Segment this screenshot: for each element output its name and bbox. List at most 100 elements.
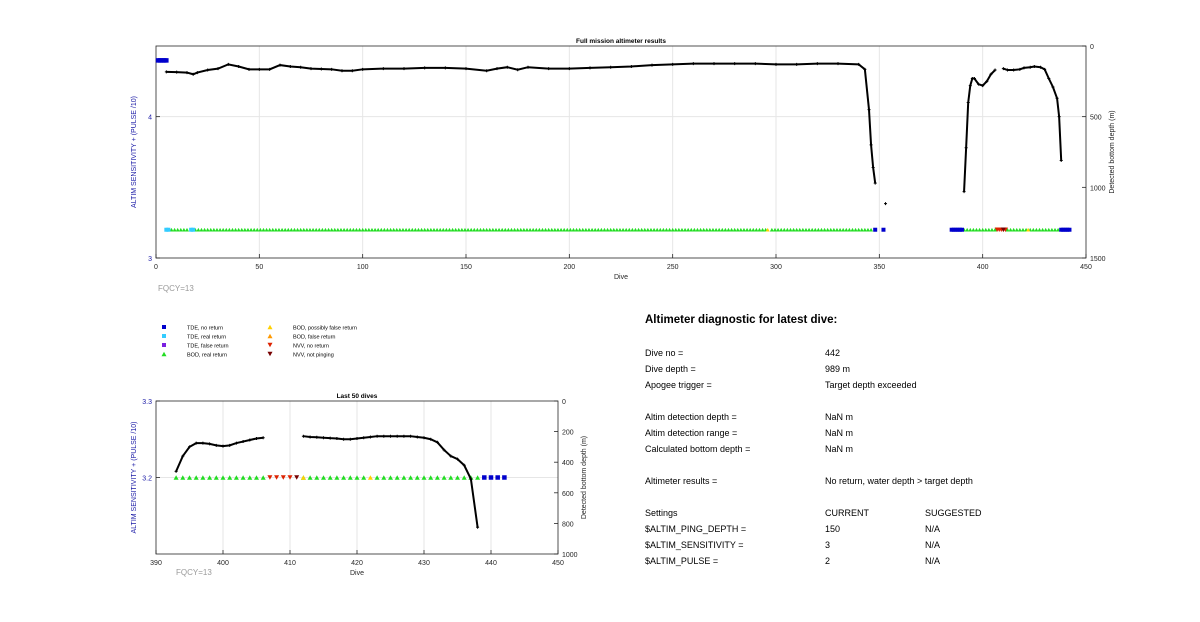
full-bod-real-marker [676,227,681,232]
full-bod-real-marker [605,227,610,232]
last50-depth-line-point [201,441,205,445]
full-depth-line-point [1057,115,1061,119]
last50-y-tick-label: 3.2 [142,476,152,483]
last50-y2-tick-label: 200 [562,430,574,437]
full-bod-real-marker [518,227,523,232]
diagnostic-title: Altimeter diagnostic for latest dive: [645,314,838,326]
full-depth-line-point [1005,68,1009,72]
full-bod-real-marker [986,227,991,232]
full-bod-real-marker [571,227,576,232]
full-bod-real-marker [534,227,539,232]
full-bod-real-marker [723,227,728,232]
full-bod-real-marker [236,227,241,232]
last50-y2-tick-label: 1000 [562,552,578,559]
full-bod-real-marker [258,227,263,232]
full-depth-line-point [733,62,737,66]
diagnostic-label: Calculated bottom depth = [645,444,751,454]
full-bod-real-marker [989,227,994,232]
full-bod-real-marker [549,227,554,232]
last50-bod-real-marker [341,475,347,480]
full-depth-line-point [609,65,613,69]
full-depth-line-point [268,67,272,71]
full-bod-real-marker [831,227,836,232]
full-bod-real-marker [431,227,436,232]
full-depth-line-point [863,67,867,71]
full-bod-real-marker [388,227,393,232]
last50-bod-possibly-false-marker [367,475,373,480]
full-depth-line-point [815,62,819,66]
full-depth-line-point [1047,77,1051,81]
full-bod-real-marker [624,227,629,232]
full-bod-real-marker [661,227,666,232]
full-bod-real-marker [323,227,328,232]
full-bod-real-marker [379,227,384,232]
full-bod-real-marker [515,227,520,232]
diagnostic-value: 442 [825,348,841,358]
last50-depth-line-point [395,434,399,438]
full-tde-no-return-marker [1063,227,1068,232]
full-tde-no-return-marker [1061,227,1066,232]
last50-y2-tick-label: 600 [562,491,574,498]
full-bod-real-marker [559,227,564,232]
full-bod-real-marker [993,227,998,232]
last50-depth-line-point [348,437,352,441]
full-bod-real-marker [788,227,793,232]
last50-tde-no-return-marker [495,475,500,480]
full-depth-line-point [985,79,989,83]
full-fqcy-annotation: FQCY=13 [158,284,194,293]
full-bod-real-marker [185,227,189,232]
full-tde-no-return-marker [949,227,954,232]
full-bod-real-marker [652,227,657,232]
full-bod-real-marker [413,227,418,232]
full-bod-real-marker [862,227,867,232]
full-bod-real-marker [311,227,316,232]
last50-depth-line-point [234,441,238,445]
full-bod-real-marker [608,227,613,232]
last50-bod-real-marker [475,475,481,480]
full-bod-real-marker [233,227,238,232]
full-depth-line-point [1051,85,1055,89]
full-bod-real-marker [205,227,210,232]
last50-depth-line-point [255,436,258,440]
full-bod-real-marker [720,227,725,232]
last50-y2-tick-label: 800 [562,521,574,528]
full-bod-real-marker [1017,227,1022,232]
full-depth-line-point [1055,96,1059,100]
full-bod-real-marker [772,227,777,232]
full-bod-real-marker [735,227,740,232]
diagnostic-value: NaN m [825,444,854,454]
full-depth-line-point [237,64,241,68]
full-bod-real-marker [366,227,371,232]
full-bod-real-marker [751,227,756,232]
full-bod-real-marker [546,227,551,232]
full-depth-line-point [319,67,323,71]
last50-depth-line [303,435,479,528]
full-depth-line-point [981,84,985,88]
full-depth-line-point [977,82,981,86]
full-bod-real-marker [484,227,489,232]
full-bod-real-marker [175,227,180,232]
full-bod-real-marker [856,227,861,232]
full-tde-no-return-marker [873,227,878,232]
full-bod-real-marker [509,227,514,232]
full-bod-real-marker [769,227,774,232]
last50-depth-line-point [389,434,392,438]
full-depth-line-point [495,67,499,71]
full-bod-real-marker [338,227,343,232]
full-bod-real-marker [512,227,517,232]
full-bod-real-marker [537,227,542,232]
last50-bod-real-marker [414,475,420,480]
diagnostic-extra: SUGGESTED [925,508,982,518]
full-bod-real-marker [1011,227,1016,232]
full-bod-real-marker [230,227,235,232]
full-depth-line-point [873,181,877,185]
full-bod-real-marker [227,227,232,232]
full-bod-real-marker [289,227,294,232]
full-y2-tick-label: 500 [1090,115,1102,122]
full-depth-line-point [247,67,251,71]
full-bod-real-marker [267,227,272,232]
full-depth-line-point [1012,68,1016,72]
last50-depth-line-point [221,444,225,448]
full-bod-real-marker [577,227,582,232]
full-y2-tick-label: 0 [1090,44,1094,51]
